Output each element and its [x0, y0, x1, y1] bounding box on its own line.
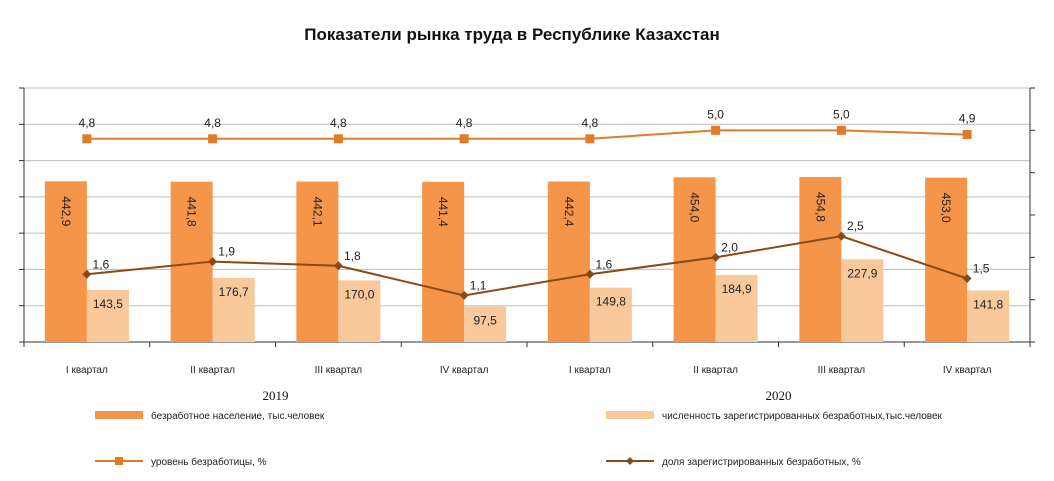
unemployment-rate-label: 4,8 [204, 116, 221, 130]
bar-unemployed [799, 176, 842, 342]
bar-unemployed-label: 442,1 [310, 197, 324, 227]
registered-share-label: 2,0 [721, 240, 738, 254]
legend-marker [626, 457, 634, 465]
registered-share-label: 1,8 [344, 249, 361, 263]
registered-share-label: 1,5 [973, 262, 990, 276]
category-label: IV квартал [440, 365, 489, 376]
legend-label: уровень безработицы, % [151, 456, 267, 468]
marker-unemployment-rate [585, 134, 595, 144]
bar-registered [212, 277, 255, 342]
bar-unemployed-label: 442,9 [59, 196, 73, 226]
legend-swatch [95, 411, 143, 419]
bar-registered-label: 97,5 [473, 314, 497, 328]
year-label: 2020 [766, 388, 792, 403]
unemployment-rate-label: 4,8 [456, 116, 473, 130]
marker-registered-share [208, 257, 218, 267]
bar-unemployed-label: 441,4 [436, 197, 450, 227]
marker-unemployment-rate [836, 125, 846, 135]
registered-share-label: 2,5 [847, 219, 864, 233]
bar-unemployed [422, 181, 465, 342]
unemployment-rate-label: 5,0 [707, 107, 724, 121]
bar-registered [589, 287, 632, 342]
bar-registered [86, 289, 129, 342]
legend-label: доля зарегистрированных безработных, % [662, 456, 861, 468]
bar-unemployed [547, 181, 590, 342]
marker-registered-share [962, 274, 972, 283]
bar-unemployed-label: 453,0 [939, 193, 953, 223]
marker-unemployment-rate [333, 134, 343, 144]
legend: безработное население, тыс.человек числен… [95, 410, 943, 468]
data-labels: 442,9 143,5 441,8 176,7 442,1 170,0 441,4 97,5 4… [59, 107, 1004, 327]
category-label: IV квартал [943, 365, 992, 376]
category-label: II квартал [693, 365, 738, 376]
bar-unemployed-label: 441,8 [185, 197, 199, 227]
registered-share-label: 1,6 [596, 257, 613, 271]
category-ticks: I квартал II квартал III квартал IV квартал… [66, 365, 992, 403]
bar-unemployed [296, 181, 339, 342]
bar-registered-label: 149,8 [596, 295, 626, 309]
bar-unemployed [44, 181, 87, 342]
marker-unemployment-rate [711, 125, 721, 135]
category-label: II квартал [190, 365, 235, 376]
bar-registered [338, 280, 381, 342]
bar-registered-label: 170,0 [344, 287, 374, 301]
marker-registered-share [711, 252, 721, 262]
unemployment-rate-label: 4,8 [582, 116, 599, 130]
category-label: III квартал [818, 365, 866, 376]
bar-unemployed [925, 177, 968, 342]
marker-unemployment-rate [459, 134, 469, 144]
bar-registered [464, 306, 507, 342]
unemployment-rate-label: 4,8 [79, 116, 96, 130]
line-registered-share [86, 235, 968, 297]
category-label: III квартал [315, 365, 363, 376]
bar-registered-label: 227,9 [847, 266, 877, 280]
marker-registered-share [836, 231, 846, 241]
bar-registered-label: 176,7 [219, 285, 249, 299]
registered-share-label: 1,1 [470, 278, 487, 292]
marker-unemployment-rate [82, 134, 92, 144]
category-label: I квартал [569, 365, 611, 376]
category-label: I квартал [66, 365, 108, 376]
bar-registered-label: 143,5 [93, 297, 123, 311]
bar-registered [715, 274, 758, 342]
bar-unemployed-label: 442,4 [562, 196, 576, 226]
unemployment-rate-label: 4,8 [330, 116, 347, 130]
legend-label: численность зарегистрированных безработн… [662, 410, 943, 422]
legend-swatch [606, 411, 654, 419]
marker-registered-share [459, 290, 469, 300]
marker-unemployment-rate [962, 130, 972, 140]
legend-marker [115, 457, 123, 465]
year-label: 2019 [263, 388, 289, 403]
legend-label: безработное население, тыс.человек [151, 410, 325, 422]
marker-registered-share [82, 269, 92, 279]
marker-registered-share [333, 261, 343, 271]
bar-unemployed-label: 454,8 [813, 192, 827, 222]
registered-share-label: 1,6 [93, 257, 110, 271]
registered-share-label: 1,9 [218, 245, 235, 259]
bar-unemployed-label: 454,0 [688, 192, 702, 222]
bars [44, 176, 1010, 342]
lines [82, 125, 972, 300]
unemployment-rate-label: 4,9 [959, 112, 976, 126]
unemployment-rate-label: 5,0 [833, 107, 850, 121]
line-unemployment-rate [86, 129, 968, 140]
bar-registered [967, 290, 1010, 342]
bar-registered-label: 141,8 [973, 298, 1003, 312]
bar-registered [841, 259, 884, 342]
marker-registered-share [585, 269, 595, 279]
marker-unemployment-rate [208, 134, 218, 144]
bar-registered-label: 184,9 [722, 282, 752, 296]
chart-title: Показатели рынка труда в Республике Каза… [304, 25, 720, 44]
